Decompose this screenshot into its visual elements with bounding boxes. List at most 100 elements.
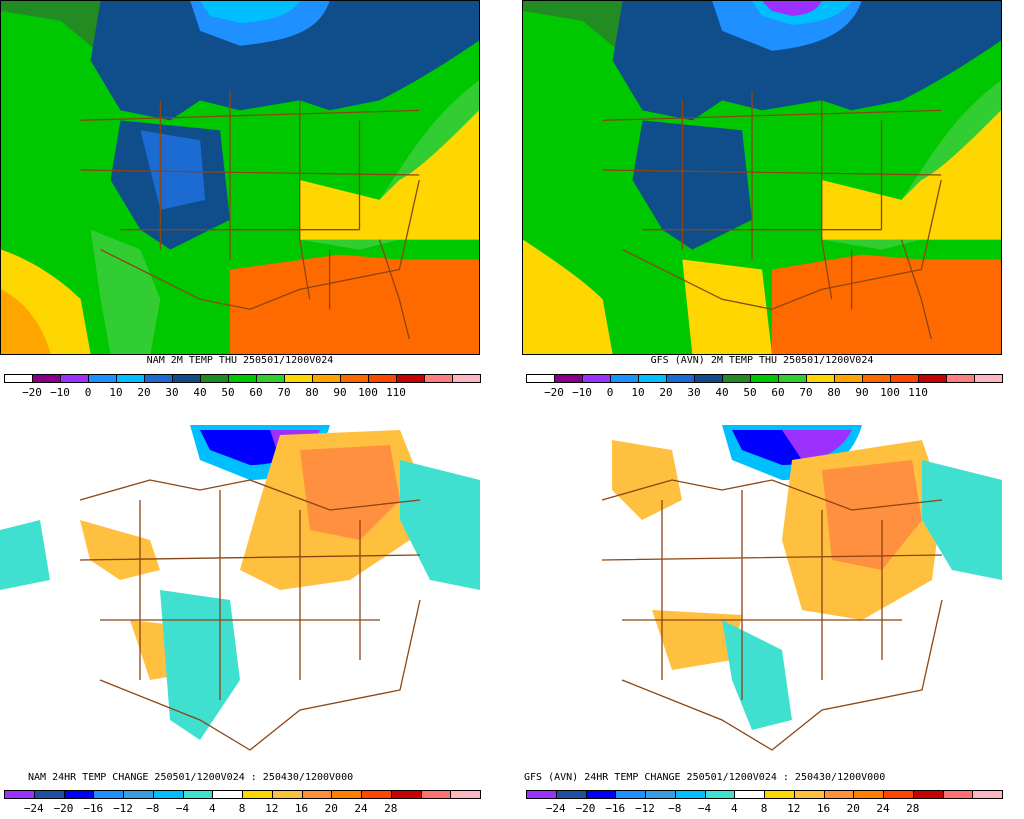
nam-change-colorbar-segment — [213, 791, 243, 798]
nam-change-colorbar-segment — [5, 791, 35, 798]
nam-temp-tick-label: 50 — [221, 386, 235, 399]
nam-change-colorbar-segment — [332, 791, 362, 798]
nam-change-tick-label: 4 — [208, 802, 216, 815]
nam-change-tick-label: 16 — [294, 802, 309, 815]
nam-change-colorbar-segment — [362, 791, 392, 798]
nam-temp-tick-label: 100 — [358, 386, 378, 399]
nam-change-tick-label: 28 — [384, 802, 398, 815]
nam-change-tick-label: 20 — [324, 802, 338, 815]
nam-change-panel: NAM 24HR TEMP CHANGE 250501/1200V024 : 2… — [0, 420, 481, 819]
nam-temp-colorbar-segment — [145, 375, 173, 382]
gfs-temp-tick-label: 10 — [631, 386, 645, 399]
gfs-temp-tick-label: −10 — [572, 386, 592, 399]
gfs-temp-tick-label: 30 — [687, 386, 701, 399]
nam-temp-colorbar-segment — [397, 375, 425, 382]
gfs-change-panel: GFS (AVN) 24HR TEMP CHANGE 250501/1200V0… — [522, 420, 1003, 819]
gfs-temp-tick-label: 60 — [771, 386, 785, 399]
gfs-temp-colorbar-segment — [667, 375, 695, 382]
nam-change-colorbar-segment — [153, 791, 184, 798]
gfs-change-tick-label: −12 — [635, 802, 655, 815]
gfs-temp-colorbar-segment — [723, 375, 751, 382]
gfs-change-tick-label: 28 — [906, 802, 920, 815]
gfs-temp-colorbar-segment — [639, 375, 667, 382]
nam-change-colorbar-segment — [302, 791, 333, 798]
nam-change-colorbar-segment — [94, 791, 124, 798]
gfs-temp-tick-label: 100 — [880, 386, 900, 399]
gfs-change-tick-label: 12 — [787, 802, 801, 815]
gfs-change-colorbar — [526, 790, 1003, 799]
nam-change-map — [0, 420, 480, 772]
gfs-temp-colorbar-segment — [863, 375, 891, 382]
nam-change-colorbar-segment — [421, 791, 452, 798]
gfs-temp-colorbar — [526, 374, 1003, 383]
gfs-temp-colorbar-segment — [611, 375, 639, 382]
nam-temp-colorbar-segment — [229, 375, 257, 382]
gfs-change-tick-label: −4 — [697, 802, 712, 815]
gfs-temp-colorbar-segment — [751, 375, 779, 382]
nam-temp-colorbar-segment — [285, 375, 313, 382]
gfs-temp-tick-label: 70 — [799, 386, 813, 399]
nam-temp-colorbar-segment — [33, 375, 61, 382]
nam-temp-map — [0, 0, 480, 355]
nam-temp-panel: NAM 2M TEMP THU 250501/1200V024 −20 −10 0 1… — [0, 0, 481, 405]
nam-temp-colorbar-segment — [117, 375, 145, 382]
nam-temp-tick-label: 90 — [333, 386, 347, 399]
nam-change-tick-label: 8 — [238, 802, 246, 815]
gfs-change-tick-label: −24 — [545, 802, 566, 815]
nam-change-tick-label: −8 — [146, 802, 160, 815]
gfs-temp-colorbar-segment — [583, 375, 611, 382]
gfs-temp-tick-label: 0 — [606, 386, 614, 399]
gfs-temp-tick-label: 50 — [743, 386, 757, 399]
gfs-temp-colorbar-segment — [891, 375, 919, 382]
nam-temp-colorbar-segment — [425, 375, 453, 382]
nam-change-colorbar-segment — [183, 791, 214, 798]
gfs-temp-tick-label: 40 — [715, 386, 729, 399]
gfs-temp-colorbar-segment — [695, 375, 723, 382]
gfs-temp-colorbar-segment — [527, 375, 555, 382]
gfs-temp-panel: GFS (AVN) 2M TEMP THU 250501/1200V024 −2… — [522, 0, 1003, 405]
nam-change-tick-label: 24 — [354, 802, 368, 815]
nam-temp-colorbar-segment — [313, 375, 341, 382]
nam-temp-tick-label: 30 — [165, 386, 179, 399]
gfs-change-colorbar-segment — [794, 791, 825, 798]
gfs-temp-tick-label: 110 — [908, 386, 928, 399]
nam-change-tick-label: −20 — [53, 802, 74, 815]
gfs-change-colorbar-segment — [735, 791, 765, 798]
gfs-temp-tick-label: 80 — [827, 386, 841, 399]
nam-temp-caption: NAM 2M TEMP THU 250501/1200V024 — [146, 355, 334, 366]
gfs-change-tick-label: −16 — [605, 802, 626, 815]
nam-change-tick-label: −16 — [83, 802, 104, 815]
nam-temp-tick-label: −10 — [50, 386, 70, 399]
gfs-temp-colorbar-segment — [975, 375, 1002, 382]
gfs-temp-colorbar-segment — [919, 375, 947, 382]
gfs-change-colorbar-segment — [586, 791, 617, 798]
nam-change-colorbar-segment — [34, 791, 65, 798]
gfs-temp-caption: GFS (AVN) 2M TEMP THU 250501/1200V024 — [650, 355, 874, 366]
nam-temp-tick-label: −20 — [22, 386, 42, 399]
gfs-temp-colorbar-segment — [947, 375, 975, 382]
nam-change-caption: NAM 24HR TEMP CHANGE 250501/1200V024 : 2… — [28, 772, 354, 783]
gfs-change-colorbar-segment — [616, 791, 646, 798]
nam-temp-colorbar-segment — [369, 375, 397, 382]
nam-temp-tick-label: 40 — [193, 386, 207, 399]
nam-change-colorbar-segment — [272, 791, 303, 798]
gfs-change-colorbar-segment — [973, 791, 1002, 798]
gfs-change-tick-label: 16 — [816, 802, 831, 815]
nam-temp-colorbar-segment — [257, 375, 285, 382]
gfs-change-colorbar-segment — [527, 791, 557, 798]
gfs-change-tick-label: 24 — [876, 802, 890, 815]
nam-change-colorbar-segment — [451, 791, 480, 798]
gfs-change-colorbar-segment — [675, 791, 706, 798]
nam-change-colorbar-segment — [124, 791, 154, 798]
nam-temp-colorbar-segment — [173, 375, 201, 382]
gfs-temp-colorbar-segment — [807, 375, 835, 382]
nam-temp-colorbar-segment — [201, 375, 229, 382]
gfs-change-tick-label: 4 — [730, 802, 738, 815]
gfs-change-colorbar-segment — [646, 791, 676, 798]
nam-change-tick-label: −4 — [175, 802, 190, 815]
nam-change-colorbar-segment — [243, 791, 273, 798]
nam-temp-tick-label: 110 — [386, 386, 406, 399]
gfs-change-colorbar-segment — [824, 791, 855, 798]
gfs-change-colorbar-segment — [884, 791, 914, 798]
gfs-change-colorbar-segment — [765, 791, 795, 798]
